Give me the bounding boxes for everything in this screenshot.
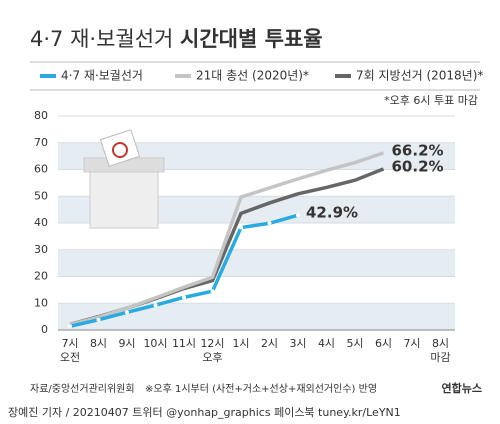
x-tick-label: 3시 (289, 337, 306, 350)
value-label: 66.2% (392, 141, 444, 159)
value-label: 42.9% (306, 204, 358, 222)
y-tick-label: 10 (34, 296, 48, 309)
x-tick-label: 5시 (346, 337, 363, 350)
point (267, 221, 272, 226)
credit: 장예진 기자 / 20210407 트위터 @yonhap_graphics 페… (8, 406, 401, 419)
y-tick-label: 40 (34, 216, 48, 229)
x-tick-label: 9시 (118, 337, 135, 350)
x-tick-label: 1시 (232, 337, 249, 350)
y-tick-label: 0 (41, 323, 48, 336)
x-tick-label: 4시 (318, 337, 335, 350)
point (210, 289, 215, 294)
y-tick-label: 30 (34, 243, 48, 256)
y-tick-label: 50 (34, 189, 48, 202)
y-tick-label: 20 (34, 270, 48, 283)
note: *오후 6시 투표 마감 (384, 94, 478, 107)
x-tick-label: 11시 (172, 337, 196, 350)
series-line (69, 151, 385, 327)
point (239, 225, 243, 230)
x-tick-label: 8시 (90, 337, 107, 350)
chart-title: 4·7 재·보궐선거 시간대별 투표율 (30, 27, 323, 51)
x-tick-label: 7시 오전 (60, 337, 80, 364)
title-part: 시간대별 투표율 (180, 27, 323, 51)
x-tick-label: 10시 (143, 337, 167, 350)
legend-label: 21대 총선 (2020년)* (196, 69, 309, 83)
point (153, 303, 158, 308)
title-part: 4·7 재·보궐선거 (30, 27, 173, 51)
x-tick-label: 7시 (403, 337, 420, 350)
value-label: 60.2% (392, 157, 444, 175)
x-tick-label: 2시 (261, 337, 278, 350)
footnote: ※오후 1시부터 (사전+거소+선상+재외선거인수) 반영 (145, 383, 377, 395)
logo: 연합뉴스 (442, 381, 482, 395)
x-tick-label: 8시 마감 (430, 337, 450, 364)
point (96, 317, 101, 322)
source: 자료/중앙선거관리위원회 (30, 382, 135, 395)
legend-label: 7회 지방선거 (2018년)* (356, 69, 483, 83)
point (68, 324, 72, 329)
y-tick-label: 60 (34, 163, 48, 176)
legend-label: 4·7 재·보궐선거 (61, 69, 143, 83)
grid-band (58, 249, 455, 277)
x-tick-label: 12시 오후 (200, 337, 224, 364)
y-tick-label: 80 (34, 109, 48, 122)
ballot-icon (83, 129, 165, 229)
point (125, 310, 129, 315)
y-tick-label: 70 (34, 136, 48, 149)
x-tick-label: 6시 (375, 337, 392, 350)
point (182, 295, 186, 300)
point (296, 213, 300, 218)
